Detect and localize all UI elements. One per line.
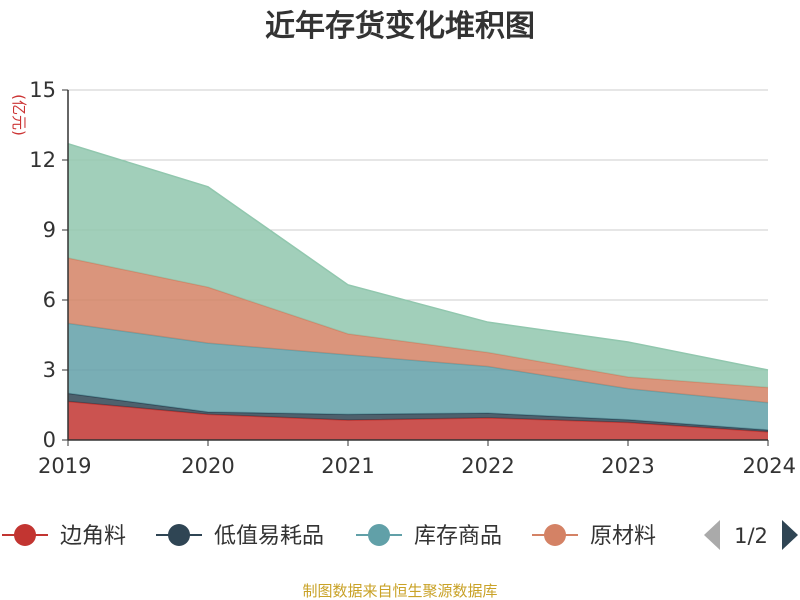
legend-item[interactable]: 低值易耗品 xyxy=(156,524,324,549)
legend-marker-icon xyxy=(168,524,190,546)
pager-label: 1/2 xyxy=(734,524,768,548)
legend-marker-icon xyxy=(544,524,566,546)
x-tick-label: 2024 xyxy=(743,454,796,478)
area-series-3 xyxy=(68,258,768,403)
legend-label: 库存商品 xyxy=(414,524,502,549)
y-tick-label: 12 xyxy=(29,148,56,172)
legend-item[interactable]: 原材料 xyxy=(532,524,656,549)
chart-title: 近年存货变化堆积图 xyxy=(265,9,535,44)
x-tick-label: 2019 xyxy=(38,454,91,478)
y-tick-label: 3 xyxy=(43,358,56,382)
legend: 边角料 低值易耗品 库存商品 原材料 xyxy=(2,524,656,549)
legend-label: 原材料 xyxy=(590,524,656,549)
legend-marker-icon xyxy=(14,524,36,546)
y-tick-label: 0 xyxy=(43,428,56,452)
area-series-group xyxy=(67,142,769,440)
legend-label: 低值易耗品 xyxy=(214,524,324,549)
x-tick-label: 2022 xyxy=(461,454,514,478)
y-tick-label: 6 xyxy=(43,288,56,312)
area-series-0 xyxy=(68,401,768,440)
area-series-4 xyxy=(68,143,768,388)
x-tick-label: 2023 xyxy=(601,454,654,478)
area-series-2 xyxy=(68,323,768,430)
y-tick-label: 15 xyxy=(29,78,56,102)
legend-label: 边角料 xyxy=(60,524,126,549)
axes: 0 3 6 9 12 15 2019 2020 2021 2022 2023 2024 xyxy=(29,78,796,478)
y-tick-label: 9 xyxy=(43,218,56,242)
legend-pager: 1/2 xyxy=(704,520,798,550)
legend-item[interactable]: 边角料 xyxy=(2,524,126,549)
legend-marker-icon xyxy=(368,524,390,546)
x-tick-label: 2021 xyxy=(321,454,374,478)
area-series-line-4 xyxy=(67,142,769,371)
pager-prev-icon[interactable] xyxy=(704,520,720,550)
source-note: 制图数据来自恒生聚源数据库 xyxy=(302,582,497,600)
legend-item[interactable]: 库存商品 xyxy=(356,524,502,549)
x-tick-label: 2020 xyxy=(181,454,234,478)
y-axis-unit-label: (亿元) xyxy=(10,94,28,136)
pager-next-icon[interactable] xyxy=(782,520,798,550)
